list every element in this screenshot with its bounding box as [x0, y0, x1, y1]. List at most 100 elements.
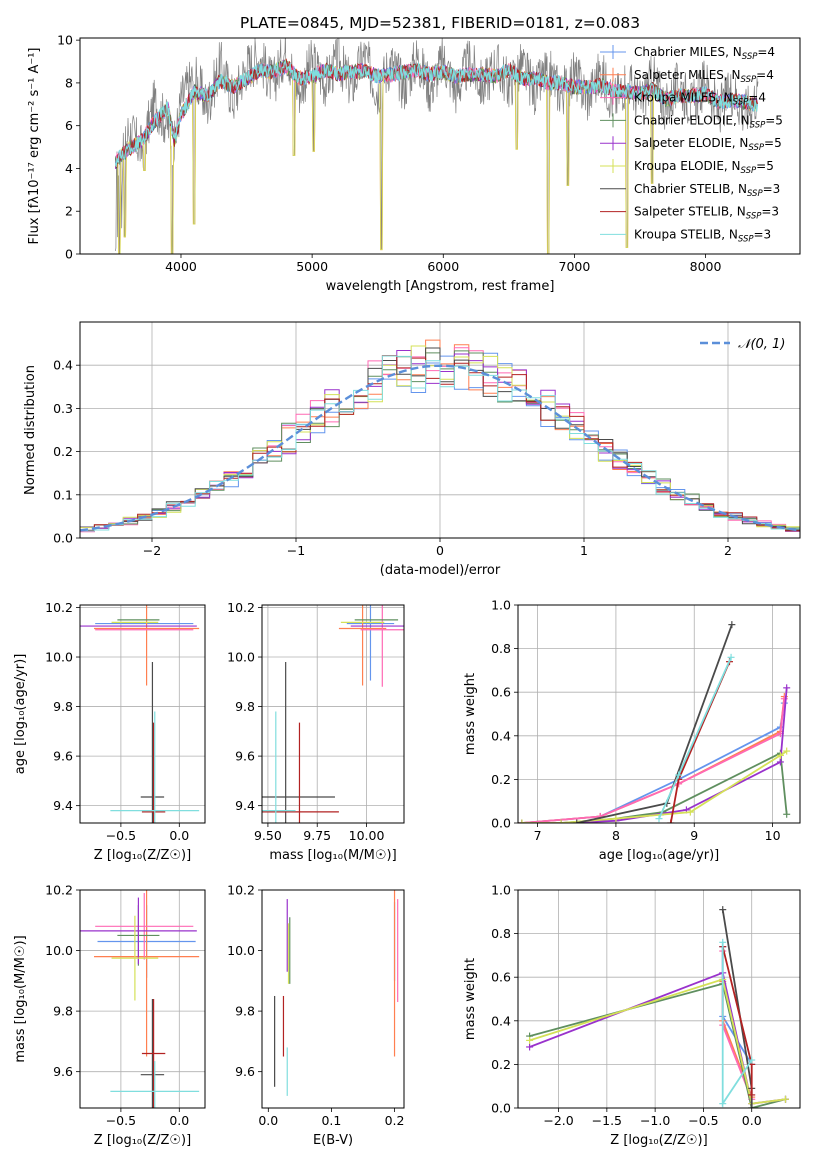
plot-frame	[79, 604, 206, 824]
x-tick-label: −0.5	[106, 828, 136, 843]
model-spectrum-kroupa-stelib	[114, 59, 759, 168]
y-tick-label: 4	[65, 161, 73, 176]
x-tick-label: 0	[436, 543, 444, 558]
weight-series-salpeter-elodie	[518, 684, 791, 823]
weight-series-chabrier-miles	[518, 699, 788, 823]
x-tick-label: 0.1	[321, 1113, 341, 1128]
error-point-kroupa-stelib	[110, 1061, 200, 1108]
plot-frame	[79, 321, 801, 539]
y-tick-label: 9.6	[235, 1064, 255, 1079]
x-tick-label: 4000	[165, 259, 197, 274]
y-axis-label: mass weight	[463, 958, 478, 1040]
error-point-salpeter-stelib	[262, 722, 339, 823]
weight-series-kroupa-elodie	[518, 747, 791, 823]
y-tick-label: 10	[57, 33, 73, 48]
x-tick-label: −1.0	[640, 1113, 670, 1128]
x-tick-label: 0.2	[385, 1113, 405, 1128]
x-tick-label: −1.5	[592, 1113, 622, 1128]
x-tick-label: 7000	[559, 259, 591, 274]
x-tick-label: 10	[765, 828, 781, 843]
y-tick-label: 1.0	[491, 883, 511, 898]
y-tick-label: 0.4	[491, 1013, 511, 1028]
chart-title: PLATE=0845, MJD=52381, FIBERID=0181, z=0…	[240, 14, 640, 32]
mass-vs-age-axes: 9.50 9.75 10.00 9.4 9.6 9.8 10.0 10.2 mass [log₁…	[227, 600, 405, 863]
age-vs-weight-axes: 7 8 9 10 0.0 0.2 0.4 0.6 0.8 1.0 age [log₁₀(age/yr…	[463, 598, 801, 863]
x-tick-label: −2	[143, 543, 161, 558]
z-vs-weight-axes: −2.0 −1.5 −1.0 −0.5 0.0 0.0 0.2 0.4 0.6 0.8 1.0 Z […	[463, 883, 801, 1148]
x-tick-label: 8000	[690, 259, 722, 274]
x-tick-label: 1	[580, 543, 588, 558]
error-point-kroupa-miles	[95, 893, 194, 960]
legend-entry: Kroupa MILES, NSSP=4	[634, 91, 766, 108]
x-axis-label: Z [log₁₀(Z/Z☉)]	[610, 1133, 707, 1148]
y-tick-label: 0.0	[491, 816, 511, 831]
residual-legend: 𝒩(0, 1)	[700, 337, 785, 352]
error-point-salpeter-elodie	[80, 897, 197, 965]
x-tick-label: 9.50	[254, 828, 282, 843]
x-axis-label: age [log₁₀(age/yr)]	[599, 848, 720, 863]
error-point-chabrier-stelib	[262, 661, 335, 823]
y-tick-label: 0.0	[491, 1101, 511, 1116]
x-tick-label: 2	[724, 543, 732, 558]
y-tick-label: 0.8	[491, 926, 511, 941]
y-tick-label: 9.6	[53, 749, 73, 764]
legend-entry: Chabrier MILES, NSSP=4	[634, 45, 775, 62]
error-point-kroupa-miles	[360, 605, 404, 687]
residual-histogram-kroupa-stelib	[80, 355, 800, 533]
y-tick-label: 10.0	[227, 943, 255, 958]
legend-entry: Salpeter STELIB, NSSP=3	[634, 205, 779, 222]
y-axis-label: age [log₁₀(age/yr)]	[13, 654, 28, 775]
x-tick-label: −0.5	[688, 1113, 718, 1128]
plot-frame	[517, 604, 801, 824]
weight-series-kroupa-stelib	[655, 653, 735, 823]
x-tick-label: 8	[612, 828, 620, 843]
z-vs-mass-axes: −0.5 0.0 9.6 9.8 10.0 10.2 Z [log₁₀(Z/Z☉)] mass…	[13, 883, 206, 1148]
y-tick-label: 10.0	[45, 650, 73, 665]
spectrum-legend: Chabrier MILES, NSSP=4 Salpeter MILES, NS…	[600, 45, 783, 244]
x-tick-label: 10.00	[349, 828, 385, 843]
plot-frame	[261, 604, 405, 824]
error-point-chabrier-miles	[346, 605, 395, 681]
x-axis-label: Z [log₁₀(Z/Z☉)]	[94, 1133, 191, 1148]
error-point-kroupa-stelib	[262, 711, 296, 823]
y-tick-label: 10.2	[45, 883, 73, 898]
x-tick-label: 0.0	[258, 1113, 278, 1128]
normal-distribution-curve	[79, 364, 801, 532]
x-axis-label: wavelength [Angstrom, rest frame]	[326, 279, 555, 294]
y-axis-label: Normed distribution	[23, 365, 38, 495]
y-tick-label: 9.4	[235, 798, 255, 813]
error-point-kroupa-stelib	[110, 711, 200, 823]
legend-entry: Chabrier ELODIE, NSSP=5	[634, 113, 783, 130]
x-tick-label: 9.75	[303, 828, 331, 843]
weight-series-salpeter-stelib	[667, 658, 733, 823]
y-tick-label: 0	[65, 247, 73, 262]
x-tick-label: 5000	[296, 259, 328, 274]
x-tick-label: 7	[534, 828, 542, 843]
error-point-salpeter-stelib	[141, 722, 166, 823]
error-point-chabrier-stelib	[140, 999, 165, 1108]
legend-entry: Chabrier STELIB, NSSP=3	[634, 182, 780, 199]
y-tick-label: 0.4	[53, 358, 73, 373]
z-vs-age-axes: −0.5 0.0 9.4 9.6 9.8 10.0 10.2 Z [log₁₀(Z/Z☉)] a…	[13, 600, 206, 863]
y-tick-label: 9.6	[53, 1064, 73, 1079]
weight-series-kroupa-stelib	[719, 938, 756, 1108]
x-tick-label: 6000	[427, 259, 459, 274]
y-tick-label: 0.2	[53, 444, 73, 459]
residuals-axes: −2 −1 0 1 2 0.0 0.1 0.2 0.3 0.4 (data-model)/error…	[23, 321, 801, 578]
x-axis-label: E(B-V)	[313, 1133, 353, 1148]
y-tick-label: 0.3	[53, 401, 73, 416]
y-tick-label: 10.2	[45, 600, 73, 615]
error-point-salpeter-miles	[338, 605, 387, 686]
y-tick-label: 9.8	[53, 699, 73, 714]
y-tick-label: 9.6	[235, 749, 255, 764]
y-tick-label: 9.8	[53, 1004, 73, 1019]
x-axis-label: mass [log₁₀(M/M☉)]	[269, 848, 396, 863]
y-tick-label: 0.0	[53, 531, 73, 546]
y-tick-label: 0.2	[491, 1057, 511, 1072]
plot-frame	[79, 889, 206, 1109]
y-tick-label: 2	[65, 204, 73, 219]
y-axis-label: mass [log₁₀(M/M☉)]	[13, 935, 28, 1062]
y-tick-label: 10.0	[45, 943, 73, 958]
x-tick-label: −0.5	[106, 1113, 136, 1128]
y-tick-label: 10.2	[227, 600, 255, 615]
